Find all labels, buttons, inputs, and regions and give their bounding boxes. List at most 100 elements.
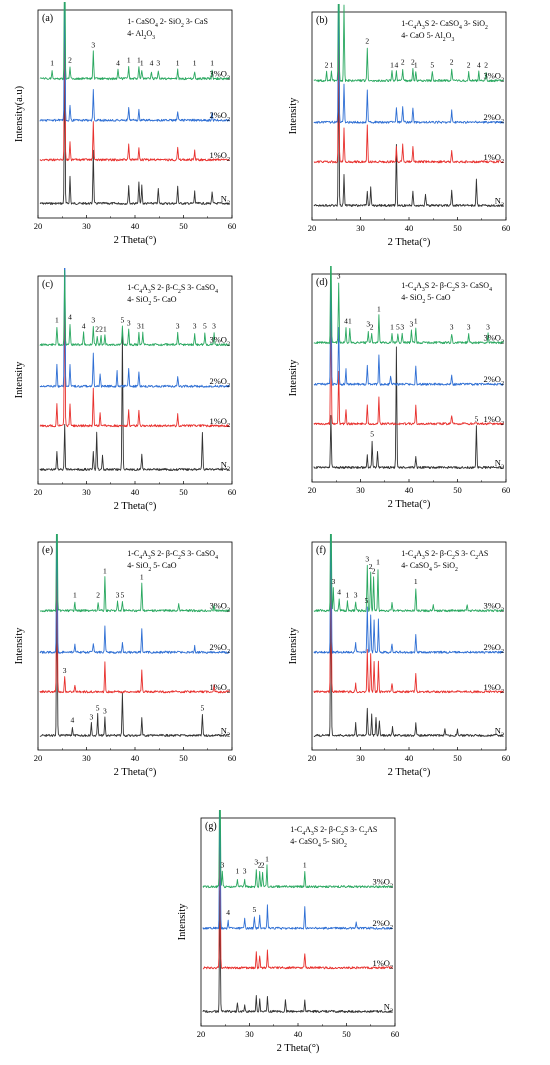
peak-label: 4: [477, 61, 481, 70]
peak-label: 2: [411, 58, 415, 67]
x-tick-label: 40: [131, 487, 140, 497]
peak-label: 3: [212, 322, 216, 331]
series-line: [39, 534, 230, 654]
x-tick-label: 50: [453, 753, 462, 763]
peak-label: 1: [193, 59, 197, 68]
peak-label: 1: [414, 61, 418, 70]
peak-label: 4: [116, 59, 120, 68]
peak-label: 2: [401, 58, 405, 67]
x-tick-label: 40: [405, 485, 414, 495]
peak-label: 3: [365, 555, 369, 564]
peak-label: 1: [55, 316, 59, 325]
series-label: N2: [384, 1001, 393, 1014]
peak-label: 4: [68, 313, 72, 322]
series-line: [39, 534, 231, 613]
peak-label: 2: [450, 58, 454, 67]
peak-label-n2: 5: [370, 429, 374, 438]
series-line: [39, 2, 231, 122]
peak-label: 4: [82, 322, 86, 331]
peak-label: 2: [96, 591, 100, 600]
series-label: 3%O2: [372, 877, 393, 890]
x-tick-label: 60: [391, 1029, 400, 1039]
peak-label: 1: [103, 567, 107, 576]
peak-label: 3: [467, 323, 471, 332]
series-label: 1%O2: [209, 416, 230, 429]
x-axis-title: 2 Theta(°): [388, 767, 431, 778]
x-tick-label: 30: [356, 753, 365, 763]
legend-line: 1-C4A3S 2- β-C2S 3- CaSO4: [401, 281, 492, 293]
peak-label: 2: [484, 61, 488, 70]
peak-label: 3: [400, 323, 404, 332]
series-label: N2: [495, 725, 504, 738]
x-tick-label: 50: [342, 1029, 351, 1039]
peak-label: 1: [103, 325, 107, 334]
series-label: N2: [221, 459, 230, 472]
peak-label: 3: [193, 322, 197, 331]
peak-label: 1: [210, 59, 214, 68]
peak-label: 2: [99, 325, 103, 334]
panel-label: (a): [42, 13, 53, 24]
series-label: 2%O2: [483, 642, 504, 655]
x-tick-label: 40: [405, 223, 414, 233]
panel-label: (d): [316, 277, 328, 288]
y-axis-title: Intensity: [177, 903, 188, 940]
series-line: [39, 290, 230, 428]
series-line: [39, 585, 230, 737]
series-line: [39, 268, 230, 388]
peak-label: 2: [365, 37, 369, 46]
peak-label: 3: [366, 320, 370, 329]
peak-label: 5: [396, 323, 400, 332]
series-line: [313, 266, 505, 345]
x-tick-label: 60: [502, 753, 511, 763]
x-tick-label: 40: [131, 753, 140, 763]
series-label: N2: [221, 725, 230, 738]
series-line: [39, 542, 231, 694]
x-axis-title: 2 Theta(°): [114, 501, 157, 512]
x-axis-title: 2 Theta(°): [388, 499, 431, 510]
peak-label: 5: [430, 61, 434, 70]
series-label: 3%O2: [209, 335, 230, 348]
peak-label: 5: [121, 316, 125, 325]
panel-label: (g): [205, 821, 217, 832]
series-line: [313, 266, 504, 386]
y-axis-title: Intensity: [288, 359, 299, 396]
peak-label-2pct: 5: [364, 596, 368, 605]
legend-line: 4- CaO 5- Al2O3: [401, 31, 454, 43]
peak-label-2pct: 4: [226, 908, 230, 917]
x-tick-label: 30: [82, 753, 91, 763]
x-tick-label: 30: [82, 487, 91, 497]
peak-label: 1: [390, 61, 394, 70]
series-line: [313, 11, 504, 164]
peak-label: 3: [486, 323, 490, 332]
peak-label: 1: [137, 56, 141, 65]
xrd-panel-a: 20 30 40 50 60 2 Theta(°) Intensity(a.u) (a) 1- …: [14, 2, 236, 246]
peak-label: 3: [127, 319, 131, 328]
x-tick-label: 50: [453, 223, 462, 233]
peak-label: 3: [137, 322, 141, 331]
peak-label: 5: [203, 322, 207, 331]
legend-line: 4- SiO2 5- CaO: [127, 561, 177, 573]
peak-label: 1: [140, 573, 144, 582]
panel-label: (c): [42, 279, 53, 290]
xrd-panel-d: 20 30 40 50 60 2 Theta(°) Intensity (d) 1-C4A3S …: [288, 266, 510, 510]
y-axis-title: Intensity: [288, 627, 299, 664]
peak-label-n2: 5: [475, 414, 479, 423]
plot-frame: [200, 817, 396, 1027]
legend-line: 4- CaSO4 5- SiO2: [401, 561, 458, 573]
peak-label: 3: [450, 323, 454, 332]
legend-line: 1- CaSO4 2- SiO2 3- CaS: [127, 17, 208, 29]
peak-label: 3: [331, 577, 335, 586]
peak-label: 1: [73, 591, 77, 600]
y-axis-title: Intensity: [288, 97, 299, 134]
x-tick-label: 20: [308, 485, 317, 495]
x-axis-title: 2 Theta(°): [114, 235, 157, 246]
peak-label: 1: [50, 59, 54, 68]
peak-label: 2: [370, 323, 374, 332]
peak-label: 3: [91, 41, 95, 50]
series-label: 3%O2: [483, 333, 504, 346]
peak-label: 2: [95, 325, 99, 334]
peak-label: 3: [254, 858, 258, 867]
series-label: 2%O2: [209, 642, 230, 655]
x-axis-title: 2 Theta(°): [388, 237, 431, 248]
series-label: N2: [495, 195, 504, 208]
